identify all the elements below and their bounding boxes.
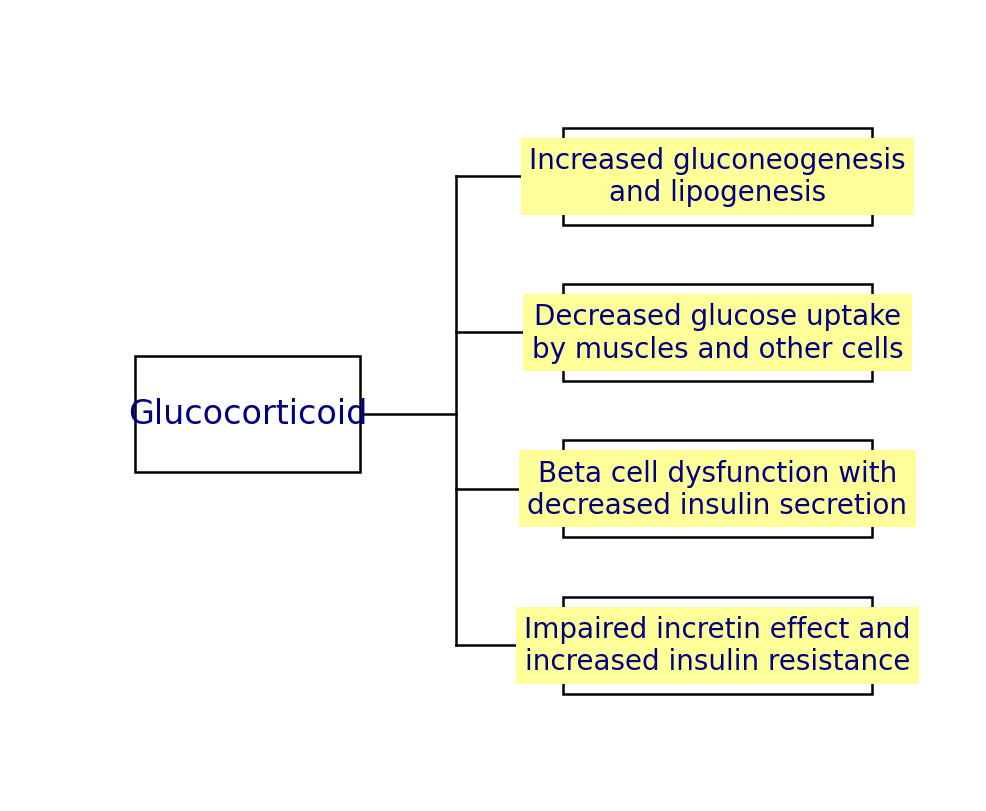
FancyBboxPatch shape <box>135 357 360 472</box>
FancyBboxPatch shape <box>563 597 872 693</box>
Text: Glucocorticoid: Glucocorticoid <box>128 397 367 431</box>
Text: Decreased glucose uptake
by muscles and other cells: Decreased glucose uptake by muscles and … <box>531 303 903 363</box>
Text: Beta cell dysfunction with
decreased insulin secretion: Beta cell dysfunction with decreased ins… <box>528 459 907 519</box>
Text: Increased gluconeogenesis
and lipogenesis: Increased gluconeogenesis and lipogenesi… <box>529 147 906 207</box>
FancyBboxPatch shape <box>563 128 872 225</box>
Text: Impaired incretin effect and
increased insulin resistance: Impaired incretin effect and increased i… <box>525 615 911 676</box>
FancyBboxPatch shape <box>563 440 872 538</box>
FancyBboxPatch shape <box>563 285 872 381</box>
